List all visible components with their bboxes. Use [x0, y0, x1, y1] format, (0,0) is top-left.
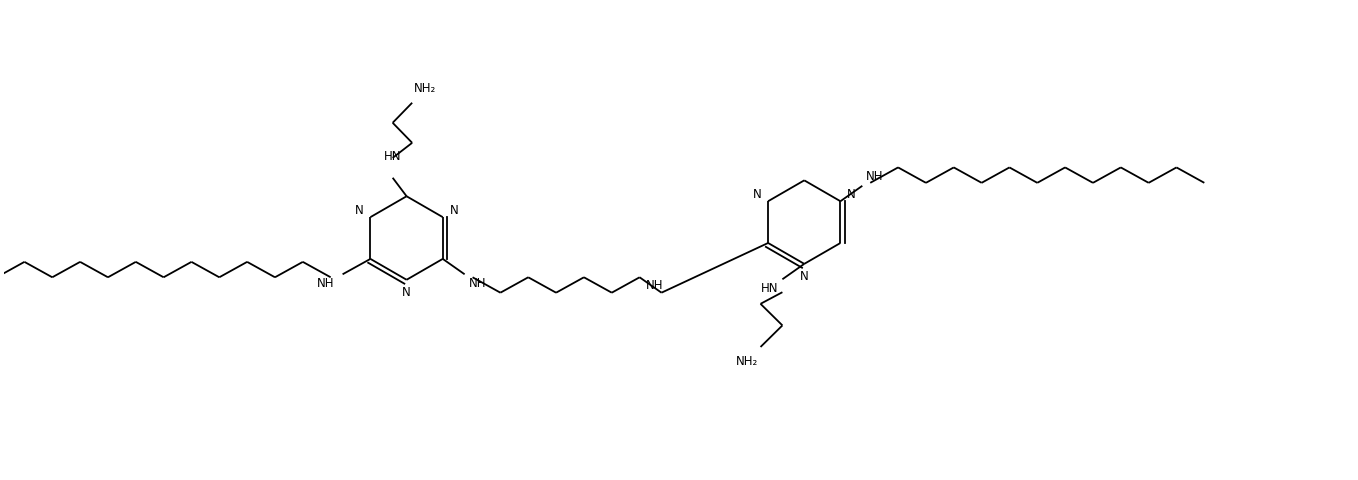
- Text: HN: HN: [760, 282, 778, 295]
- Text: NH: NH: [318, 277, 334, 290]
- Text: N: N: [354, 204, 364, 217]
- Text: N: N: [752, 188, 762, 201]
- Text: NH: NH: [645, 279, 663, 292]
- Text: HN: HN: [384, 150, 402, 163]
- Text: N: N: [847, 188, 856, 201]
- Text: NH: NH: [866, 170, 884, 183]
- Text: NH₂: NH₂: [736, 355, 759, 368]
- Text: NH: NH: [469, 277, 486, 290]
- Text: N: N: [449, 204, 458, 217]
- Text: N: N: [800, 270, 808, 283]
- Text: NH₂: NH₂: [414, 82, 436, 95]
- Text: N: N: [402, 286, 411, 299]
